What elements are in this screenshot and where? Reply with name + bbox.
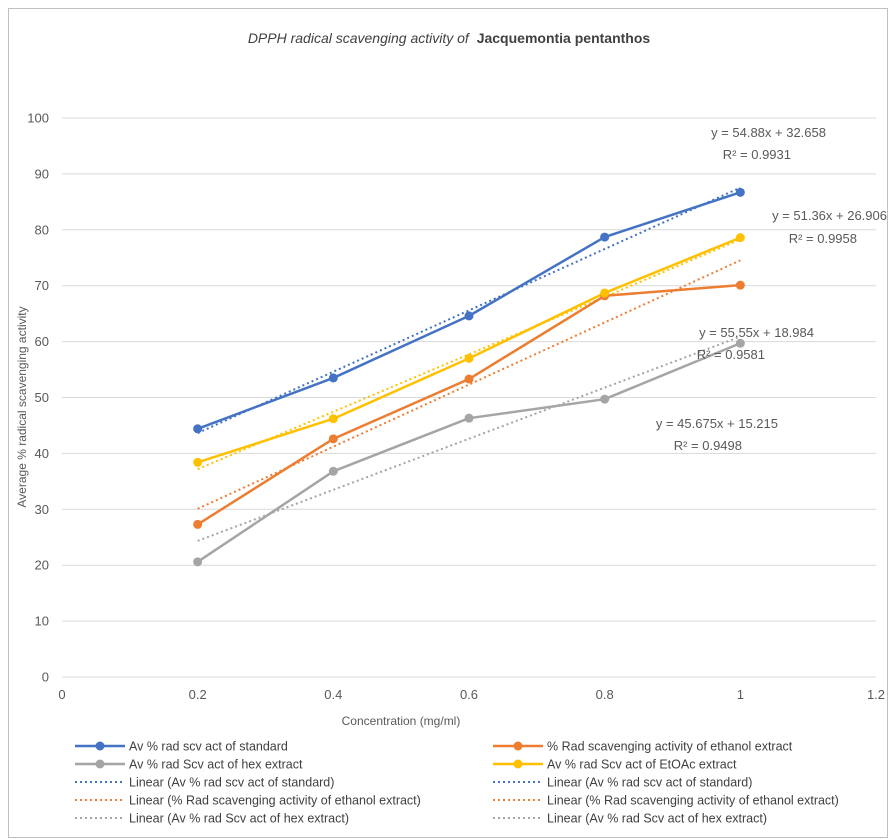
legend-label-4: Linear (Av % rad scv act of standard) <box>129 776 334 790</box>
trendline-r2-0: R² = 0.9931 <box>723 147 791 162</box>
legend-item-8: Linear (Av % rad Scv act of hex extract) <box>75 812 349 826</box>
gridlines <box>62 118 876 677</box>
legend-item-4: Linear (Av % rad scv act of standard) <box>75 776 334 790</box>
x-tick-label-0.4: 0.4 <box>324 687 342 702</box>
chart-title-bold: Jacquemontia pentanthos <box>477 30 651 46</box>
trendline-equation-1: y = 51.36x + 26.906 <box>772 208 887 223</box>
data-point-s1-4 <box>736 281 745 290</box>
trendline-0 <box>198 188 741 433</box>
data-point-s0-2 <box>465 311 474 320</box>
legend-item-1: % Rad scavenging activity of ethanol ext… <box>493 740 793 754</box>
data-point-s0-4 <box>736 188 745 197</box>
legend-label-7: Linear (% Rad scavenging activity of eth… <box>547 794 839 808</box>
data-point-s2-2 <box>465 414 474 423</box>
legend-label-2: Av % rad Scv act of hex extract <box>129 758 303 772</box>
data-point-s0-1 <box>329 373 338 382</box>
y-tick-label-70: 70 <box>35 278 49 293</box>
series-line-0 <box>198 192 741 428</box>
data-point-s3-4 <box>736 233 745 242</box>
chart-frame: DPPH radical scavenging activity of Jacq… <box>8 8 888 838</box>
legend-marker-0 <box>96 742 105 751</box>
series-line-1 <box>198 285 741 524</box>
legend-item-2: Av % rad Scv act of hex extract <box>75 758 303 772</box>
trendline-r2-2: R² = 0.9581 <box>697 347 765 362</box>
x-tick-label-0.6: 0.6 <box>460 687 478 702</box>
chart-svg: DPPH radical scavenging activity of Jacq… <box>9 9 889 839</box>
data-point-s2-1 <box>329 467 338 476</box>
y-tick-label-10: 10 <box>35 614 49 629</box>
x-axis-title: Concentration (mg/ml) <box>342 714 461 728</box>
y-tick-label-50: 50 <box>35 390 49 405</box>
data-point-s1-0 <box>193 520 202 529</box>
trendline-r2-3: R² = 0.9498 <box>674 438 742 453</box>
trendline-2 <box>198 337 741 541</box>
x-axis-ticks: 0 0.2 0.4 0.6 0.8 1 1.2 <box>58 687 885 702</box>
data-point-s1-2 <box>465 375 474 384</box>
y-tick-label-80: 80 <box>35 222 49 237</box>
data-point-s2-0 <box>193 557 202 566</box>
legend: Av % rad scv act of standard % Rad scaven… <box>75 740 839 826</box>
y-tick-label-30: 30 <box>35 502 49 517</box>
data-point-s1-1 <box>329 434 338 443</box>
y-tick-label-100: 100 <box>27 111 49 126</box>
data-point-s0-0 <box>193 424 202 433</box>
legend-marker-3 <box>514 760 523 769</box>
legend-label-9: Linear (Av % rad Scv act of hex extract) <box>547 812 767 826</box>
legend-item-3: Av % rad Scv act of EtOAc extract <box>493 758 737 772</box>
y-tick-label-20: 20 <box>35 558 49 573</box>
data-point-s2-3 <box>600 395 609 404</box>
x-tick-label-0.8: 0.8 <box>596 687 614 702</box>
legend-label-5: Linear (Av % rad scv act of standard) <box>547 776 752 790</box>
trendlines <box>198 188 741 541</box>
x-tick-label-0: 0 <box>58 687 65 702</box>
y-tick-label-90: 90 <box>35 166 49 181</box>
trendline-equation-3: y = 45.675x + 15.215 <box>656 416 778 431</box>
y-tick-label-60: 60 <box>35 334 49 349</box>
legend-label-0: Av % rad scv act of standard <box>129 740 288 754</box>
y-axis-ticks: 0 10 20 30 40 50 60 70 80 90 100 <box>27 111 49 685</box>
trendline-equation-2: y = 55.55x + 18.984 <box>699 325 814 340</box>
legend-item-9: Linear (Av % rad Scv act of hex extract) <box>493 812 767 826</box>
data-point-s0-3 <box>600 233 609 242</box>
data-point-s3-1 <box>329 414 338 423</box>
y-axis-title: Average % radical scavenging activity <box>15 306 29 507</box>
trendline-equation-0: y = 54.88x + 32.658 <box>711 125 826 140</box>
legend-marker-1 <box>514 742 523 751</box>
data-point-s3-2 <box>465 354 474 363</box>
x-tick-label-0.2: 0.2 <box>189 687 207 702</box>
legend-label-6: Linear (% Rad scavenging activity of eth… <box>129 794 421 808</box>
y-tick-label-0: 0 <box>42 670 49 685</box>
chart-title: DPPH radical scavenging activity of Jacq… <box>248 30 651 46</box>
legend-item-0: Av % rad scv act of standard <box>75 740 288 754</box>
legend-item-5: Linear (Av % rad scv act of standard) <box>493 776 752 790</box>
trendline-r2-1: R² = 0.9958 <box>789 231 857 246</box>
trendline-1 <box>198 260 741 508</box>
legend-label-8: Linear (Av % rad Scv act of hex extract) <box>129 812 349 826</box>
y-tick-label-40: 40 <box>35 446 49 461</box>
data-point-s3-3 <box>600 288 609 297</box>
chart-title-italic: DPPH radical scavenging activity of <box>248 30 471 46</box>
legend-label-1: % Rad scavenging activity of ethanol ext… <box>547 740 793 754</box>
x-tick-label-1: 1 <box>737 687 744 702</box>
legend-item-6: Linear (% Rad scavenging activity of eth… <box>75 794 421 808</box>
x-tick-label-1.2: 1.2 <box>867 687 885 702</box>
legend-item-7: Linear (% Rad scavenging activity of eth… <box>493 794 839 808</box>
legend-marker-2 <box>96 760 105 769</box>
data-point-s3-0 <box>193 458 202 467</box>
legend-label-3: Av % rad Scv act of EtOAc extract <box>547 758 737 772</box>
